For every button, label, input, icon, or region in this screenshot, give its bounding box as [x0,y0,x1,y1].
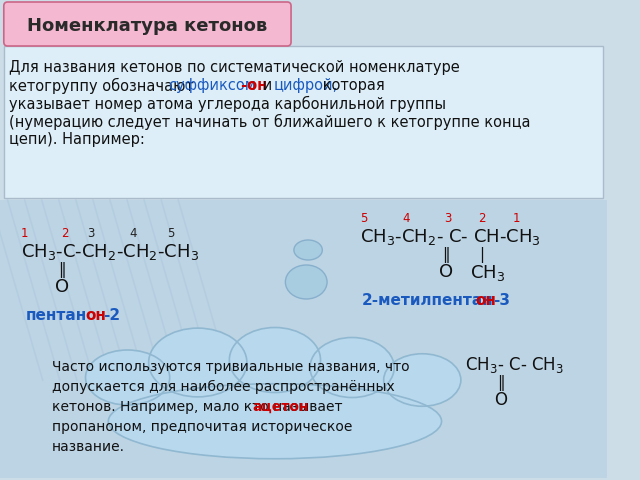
Text: цифрой,: цифрой, [274,78,338,93]
Text: 5: 5 [167,227,174,240]
Text: суффиксом: суффиксом [168,78,255,93]
Text: 1: 1 [513,212,520,225]
Text: O: O [494,391,507,409]
Text: ацетон: ацетон [253,400,309,414]
Text: $\mathregular{CH_3}$: $\mathregular{CH_3}$ [470,263,506,283]
Ellipse shape [148,328,247,397]
FancyBboxPatch shape [0,200,607,478]
Text: -2: -2 [103,308,120,323]
Text: 3: 3 [87,227,95,240]
Text: Для названия кетонов по систематической номенклатуре: Для названия кетонов по систематической … [10,60,460,75]
Text: -3: -3 [493,293,510,308]
Text: $\mathregular{CH_3}$-C-$\mathregular{CH_2}$-$\mathregular{CH_2}$-$\mathregular{C: $\mathregular{CH_3}$-C-$\mathregular{CH_… [21,242,199,262]
Text: ‖: ‖ [58,262,65,278]
Text: Часто используются тривиальные названия, что: Часто используются тривиальные названия,… [52,360,410,374]
Text: $\mathregular{CH_3}$- C- $\mathregular{CH_3}$: $\mathregular{CH_3}$- C- $\mathregular{C… [465,355,564,375]
Text: кетогруппу обозначают: кетогруппу обозначают [10,78,199,94]
Text: цепи). Например:: цепи). Например: [10,132,145,147]
Text: -он: -он [236,78,268,93]
Text: 3: 3 [444,212,451,225]
Text: кетонов. Например, мало кто называет: кетонов. Например, мало кто называет [52,400,347,414]
Text: название.: название. [52,440,125,454]
Text: указывает номер атома углерода карбонильной группы: указывает номер атома углерода карбониль… [10,96,447,112]
Text: 2: 2 [478,212,485,225]
Text: 2: 2 [61,227,68,240]
Ellipse shape [310,337,394,397]
Ellipse shape [285,265,327,299]
Text: $\mathregular{CH_3}$-$\mathregular{CH_2}$- C- CH-$\mathregular{CH_3}$: $\mathregular{CH_3}$-$\mathregular{CH_2}… [360,227,541,247]
FancyBboxPatch shape [4,46,603,198]
Ellipse shape [294,240,323,260]
Text: (нумерацию следует начинать от ближайшего к кетогруппе конца: (нумерацию следует начинать от ближайшег… [10,114,531,130]
Ellipse shape [229,327,321,393]
Text: и: и [258,78,276,93]
Text: он: он [85,308,106,323]
Ellipse shape [108,384,442,459]
Text: O: O [54,278,68,296]
Text: ‖: ‖ [442,247,449,263]
Text: 4: 4 [129,227,136,240]
Text: пентан: пентан [26,308,87,323]
Text: он: он [475,293,496,308]
Text: 2-метилпентан: 2-метилпентан [362,293,494,308]
Text: O: O [438,263,452,281]
Text: допускается для наиболее распространённых: допускается для наиболее распространённы… [52,380,395,394]
Text: которая: которая [317,78,385,93]
Text: ‖: ‖ [497,375,504,391]
Text: |: | [479,247,484,263]
Text: 5: 5 [360,212,368,225]
Text: пропаноном, предпочитая историческое: пропаноном, предпочитая историческое [52,420,353,434]
Ellipse shape [86,350,170,405]
Text: 4: 4 [402,212,410,225]
FancyBboxPatch shape [4,2,291,46]
Text: Номенклатура кетонов: Номенклатура кетонов [27,17,267,35]
Text: 1: 1 [21,227,28,240]
Ellipse shape [383,354,461,406]
